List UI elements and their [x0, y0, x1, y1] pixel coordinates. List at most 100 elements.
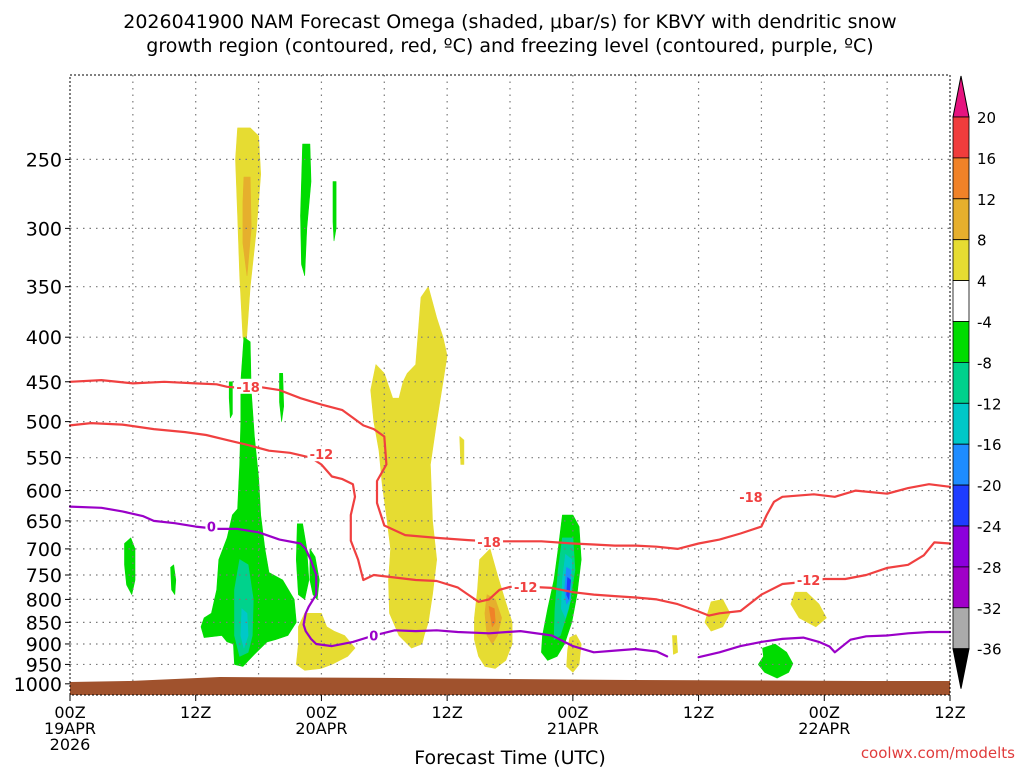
omega-region-24 [566, 577, 572, 600]
contour-label-bg-2 [475, 533, 504, 549]
colorbar-label-0: 20 [977, 109, 996, 127]
ground-surface [70, 677, 950, 695]
omega-region-19 [488, 606, 496, 628]
colorbar-bin-4 [952, 280, 970, 322]
contour-label-4: -18 [739, 491, 763, 506]
colorbar-bin-6 [952, 361, 970, 404]
contour-label-bg-4 [736, 488, 765, 504]
omega-region-8 [240, 608, 249, 649]
contour-label-3: -12 [514, 581, 538, 596]
y-tick-label-600: 600 [26, 481, 62, 503]
colorbar-label-12: -32 [977, 600, 1002, 618]
contour-line-2 [68, 505, 669, 658]
x-tick-label-0-3: 2026 [50, 735, 91, 754]
omega-region-28 [790, 591, 827, 628]
temperature-contours: -18 -12 -18 -12 -18 -12 0 0 [68, 378, 952, 659]
y-tick-label-550: 550 [26, 448, 62, 470]
y-tick-label-750: 750 [26, 565, 62, 587]
plot-frame [69, 74, 951, 696]
colorbar-label-1: 16 [977, 150, 996, 168]
omega-region-6 [200, 336, 297, 667]
contour-label-bg-3 [511, 578, 540, 594]
colorbar-bin-7 [952, 402, 970, 445]
y-tick-label-300: 300 [26, 218, 62, 240]
y-tick-label-700: 700 [26, 539, 62, 561]
omega-region-12 [279, 373, 284, 422]
colorbar-bin-8 [952, 443, 970, 486]
colorbar-bin-9 [952, 484, 970, 527]
x-tick-label-6-2: 22APR [798, 719, 850, 738]
omega-region-26 [672, 635, 678, 655]
y-tick-label-800: 800 [26, 589, 62, 611]
contour-label-5: -12 [797, 574, 821, 589]
x-tick-label-0-1: 00Z [54, 703, 85, 722]
y-tick-label-350: 350 [26, 277, 62, 299]
colorbar-over-triangle [952, 75, 970, 118]
contour-label-2: -18 [477, 536, 501, 551]
colorbar-label-9: -20 [977, 477, 1002, 495]
x-tick-label-6-1: 00Z [809, 703, 840, 722]
colorbar-label-6: -8 [977, 354, 992, 372]
colorbar-label-8: -16 [977, 436, 1002, 454]
chart-title: 2026041900 NAM Forecast Omega (shaded, μ… [123, 11, 896, 57]
x-tick-label-3-1: 12Z [431, 703, 462, 722]
omega-region-14 [170, 564, 177, 595]
x-tick-label-0-2: 19APR [44, 719, 96, 738]
colorbar-label-10: -24 [977, 518, 1002, 536]
colorbar-label-3: 8 [977, 232, 987, 250]
chart-title-line2: growth region (contoured, red, ºC) and f… [146, 35, 873, 57]
contour-label-bg-6 [205, 518, 218, 534]
omega-region-5 [399, 450, 429, 516]
colorbar-label-5: -4 [977, 314, 992, 332]
colorbar-bin-12 [952, 607, 970, 650]
colorbar-bin-11 [952, 566, 970, 609]
y-axis-pressure: 2503003504004505005506006507007508008509… [14, 149, 70, 696]
colorbar-label-2: 12 [977, 191, 996, 209]
y-tick-label-400: 400 [26, 327, 62, 349]
contour-label-0: -18 [236, 381, 260, 396]
contour-label-bg-7 [367, 627, 380, 643]
omega-region-3 [332, 181, 337, 242]
colorbar-bin-3 [952, 239, 970, 281]
y-tick-label-500: 500 [26, 412, 62, 434]
plot-area: -18 -12 -18 -12 -18 -12 0 0 [68, 74, 952, 696]
y-tick-label-850: 850 [26, 612, 62, 634]
colorbar-under-triangle [952, 648, 970, 689]
colorbar-label-7: -12 [977, 395, 1002, 413]
y-tick-label-650: 650 [26, 511, 62, 533]
colorbar-bin-2 [952, 198, 970, 241]
contour-label-6: 0 [207, 521, 216, 536]
y-tick-label-900: 900 [26, 634, 62, 656]
x-tick-label-4-2: 21APR [547, 719, 599, 738]
omega-region-13 [124, 537, 136, 595]
contour-label-7: 0 [369, 629, 378, 644]
colorbar: 20 16 12 8 4 -4 -8 -12 -16 -20 -24 -28 -32 -36 [952, 75, 1002, 689]
x-tick-label-4-1: 00Z [557, 703, 588, 722]
colorbar-label-11: -28 [977, 559, 1002, 577]
y-tick-label-950: 950 [26, 654, 62, 676]
contour-label-bg-1 [307, 446, 336, 462]
contour-label-bg-0 [234, 378, 263, 394]
omega-shading-layer [124, 127, 827, 679]
colorbar-label-4: 4 [977, 273, 987, 291]
contour-label-1: -12 [310, 448, 334, 463]
contour-label-bg-5 [794, 572, 823, 588]
colorbar-bin-5 [952, 321, 970, 363]
omega-region-7 [234, 559, 254, 657]
y-tick-label-450: 450 [26, 372, 62, 394]
colorbar-bin-1 [952, 157, 970, 200]
colorbar-label-13: -36 [977, 641, 1002, 659]
omega-region-27 [704, 599, 731, 632]
omega-region-11 [228, 381, 233, 419]
x-tick-label-7-1: 12Z [934, 703, 965, 722]
omega-region-15 [296, 613, 356, 671]
y-tick-label-250: 250 [26, 149, 62, 171]
colorbar-bin-0 [952, 116, 970, 159]
colorbar-bin-10 [952, 525, 970, 568]
x-tick-label-2-1: 00Z [306, 703, 337, 722]
x-tick-label-1-1: 12Z [180, 703, 211, 722]
x-tick-label-5-1: 12Z [683, 703, 714, 722]
chart-title-line1: 2026041900 NAM Forecast Omega (shaded, μ… [123, 11, 896, 33]
